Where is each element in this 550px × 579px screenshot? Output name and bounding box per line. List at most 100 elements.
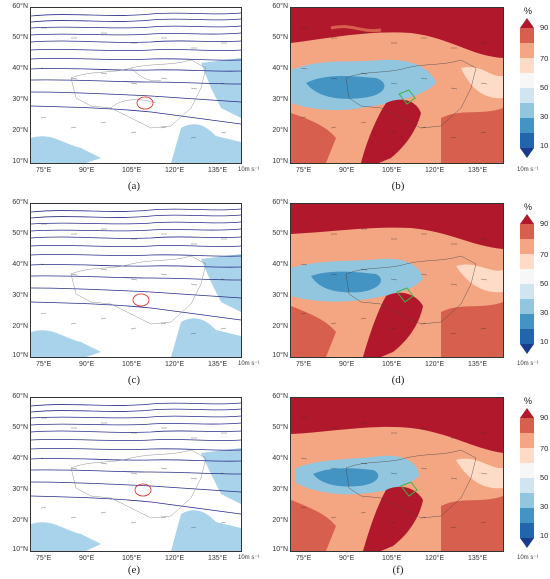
lat-tick: 60°N	[272, 393, 288, 400]
lon-tick: 120°E	[425, 167, 445, 174]
vector-reference: 10m s⁻¹	[238, 361, 260, 367]
colorbar-unit: %	[523, 396, 532, 406]
lat-tick: 40°N	[272, 261, 288, 268]
colorbar-scale	[520, 408, 534, 548]
lat-tick: 40°N	[12, 455, 28, 462]
colorbar-bin	[520, 224, 534, 240]
map-b	[290, 7, 504, 164]
vector-reference: 10m s⁻¹	[517, 361, 539, 367]
map-a	[30, 7, 242, 164]
lon-tick: 75°E	[296, 167, 312, 174]
vector-reference: 10m s⁻¹	[238, 555, 260, 561]
lat-tick: 10°N	[272, 158, 288, 165]
lon-tick: 135°E	[208, 555, 228, 562]
lon-tick: 120°E	[165, 167, 185, 174]
lon-tick: 135°E	[208, 361, 228, 368]
humidity-map	[291, 204, 503, 357]
vector-reference: 10m s⁻¹	[517, 555, 539, 561]
colorbar-tick: 50	[540, 83, 549, 92]
lat-tick: 60°N	[272, 3, 288, 10]
lat-tick: 30°N	[12, 292, 28, 299]
colorbar-scale	[520, 214, 534, 354]
colorbar-top-triangle	[520, 408, 534, 418]
colorbar-bin	[520, 329, 534, 345]
colorbar-tick: 90	[540, 413, 549, 422]
panel-label: (f)	[392, 564, 404, 576]
colorbar-bin	[520, 43, 534, 59]
map-e	[30, 397, 242, 552]
lon-tick: 90°E	[339, 361, 355, 368]
panel-label: (e)	[127, 564, 141, 576]
lon-tick: 75°E	[296, 361, 312, 368]
colorbar-tick: 70	[540, 54, 549, 63]
lat-tick: 30°N	[12, 96, 28, 103]
lat-tick: 60°N	[272, 199, 288, 206]
height-wind-map	[31, 8, 241, 163]
colorbar-bin	[520, 418, 534, 434]
colorbar-bin	[520, 28, 534, 44]
lon-tick: 120°E	[425, 555, 445, 562]
lon-tick: 90°E	[79, 167, 95, 174]
lon-tick: 105°E	[382, 555, 402, 562]
colorbar-tick: 90	[540, 23, 549, 32]
lon-tick: 120°E	[165, 555, 185, 562]
colorbar-bin	[520, 58, 534, 74]
colorbar-bin	[520, 284, 534, 300]
colorbar-bin	[520, 314, 534, 330]
colorbar-scale	[520, 18, 534, 158]
colorbar-bin	[520, 508, 534, 524]
colorbar-bin	[520, 103, 534, 119]
lon-tick: 135°E	[468, 555, 488, 562]
lat-tick: 20°N	[272, 517, 288, 524]
lat-tick: 50°N	[12, 230, 28, 237]
colorbar-tick: 10	[540, 337, 549, 346]
lon-tick: 120°E	[425, 361, 445, 368]
panel-label: (d)	[391, 374, 405, 386]
panel-label: (c)	[127, 374, 141, 386]
lat-tick: 20°N	[272, 127, 288, 134]
lon-tick: 105°E	[382, 361, 402, 368]
lat-tick: 50°N	[12, 424, 28, 431]
colorbar-bin	[520, 433, 534, 449]
colorbar-tick: 50	[540, 473, 549, 482]
colorbar-tick: 30	[540, 308, 549, 317]
colorbar-tick: 50	[540, 279, 549, 288]
colorbar-tick: 30	[540, 112, 549, 121]
humidity-map	[291, 398, 503, 551]
lon-tick: 120°E	[165, 361, 185, 368]
colorbar-bin	[520, 493, 534, 509]
lon-tick: 90°E	[79, 555, 95, 562]
map-f	[290, 397, 504, 552]
height-wind-map	[31, 204, 241, 357]
lat-tick: 30°N	[272, 486, 288, 493]
lat-tick: 40°N	[272, 455, 288, 462]
vector-reference: 10m s⁻¹	[517, 167, 539, 173]
colorbar-tick: 30	[540, 502, 549, 511]
colorbar-top-triangle	[520, 214, 534, 224]
lat-tick: 50°N	[272, 230, 288, 237]
humidity-map	[291, 8, 503, 163]
colorbar-bin	[520, 448, 534, 464]
lon-tick: 135°E	[468, 361, 488, 368]
lon-tick: 75°E	[36, 361, 52, 368]
lat-tick: 60°N	[12, 393, 28, 400]
lat-tick: 20°N	[272, 323, 288, 330]
colorbar-bin	[520, 463, 534, 479]
lat-tick: 20°N	[12, 127, 28, 134]
lat-tick: 50°N	[272, 424, 288, 431]
colorbar-tick: 90	[540, 219, 549, 228]
colorbar-bin	[520, 299, 534, 315]
lat-tick: 10°N	[12, 546, 28, 553]
lon-tick: 105°E	[122, 167, 142, 174]
panel-label: (b)	[391, 180, 405, 192]
lon-tick: 105°E	[122, 361, 142, 368]
colorbar-unit: %	[523, 202, 532, 212]
lat-tick: 10°N	[272, 352, 288, 359]
map-c	[30, 203, 242, 358]
colorbar-bin	[520, 269, 534, 285]
map-d	[290, 203, 504, 358]
lat-tick: 50°N	[272, 34, 288, 41]
lon-tick: 90°E	[79, 361, 95, 368]
lat-tick: 20°N	[12, 517, 28, 524]
lon-tick: 135°E	[208, 167, 228, 174]
